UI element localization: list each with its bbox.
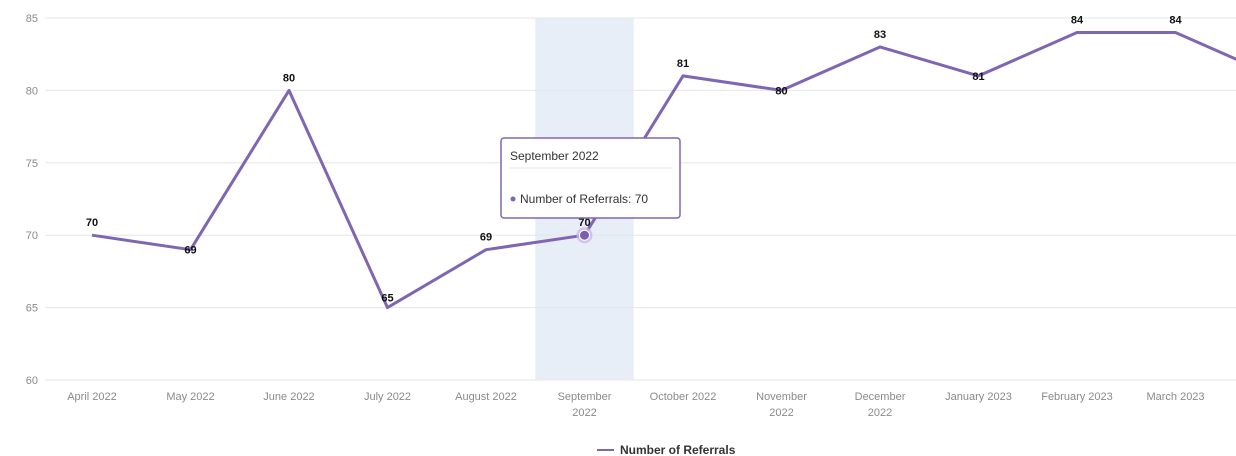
data-label-3: 80 — [283, 72, 295, 84]
tooltip-series-dot — [510, 196, 516, 202]
y-tick-label-75: 75 — [26, 158, 38, 170]
data-label-2: 69 — [184, 245, 196, 257]
y-tick-label-85: 85 — [26, 13, 38, 25]
data-label-7: 81 — [677, 58, 689, 70]
y-axis-ticks: 60 65 70 75 80 85 — [26, 13, 38, 387]
data-label-10: 81 — [972, 71, 984, 83]
y-tick-label-70: 70 — [26, 230, 38, 242]
x-axis-ticks: April 2022 May 2022 June 2022 July 2022 Augu… — [67, 391, 1204, 419]
data-label-9: 83 — [874, 29, 886, 41]
tooltip-box — [500, 137, 681, 219]
y-tick-label-60: 60 — [26, 375, 38, 387]
data-label-8: 80 — [775, 85, 787, 97]
marker-dot — [579, 229, 590, 241]
data-label-6: 70 — [578, 217, 590, 229]
x-tick-label-7: October 2022 — [650, 391, 717, 403]
legend-label: Number of Referrals — [620, 443, 736, 456]
data-label-11: 84 — [1071, 14, 1084, 26]
data-label-1: 70 — [86, 217, 98, 229]
x-tick-label-11: February 2023 — [1041, 391, 1113, 403]
data-label-4: 65 — [381, 293, 393, 305]
legend[interactable]: Number of Referrals — [597, 443, 736, 456]
x-tick-label-4: July 2022 — [364, 391, 411, 403]
tooltip-value: Number of Referrals: 70 — [520, 192, 648, 206]
tooltip-title: September 2022 — [510, 149, 599, 163]
series-line-number-of-referrals — [91, 30, 1236, 310]
data-label-5: 69 — [480, 232, 492, 244]
x-tick-label-2: May 2022 — [166, 391, 214, 403]
x-tick-label-1: April 2022 — [67, 391, 117, 403]
x-tick-label-3: June 2022 — [263, 391, 314, 403]
tooltip: September 2022 Number of Referrals: 70 — [500, 137, 681, 219]
x-tick-label-9: December 2022 — [855, 391, 906, 419]
highlighted-point-marker[interactable] — [576, 227, 593, 244]
x-tick-label-10: January 2023 — [945, 391, 1012, 403]
x-tick-label-12: March 2023 — [1146, 391, 1204, 403]
y-tick-label-80: 80 — [26, 85, 38, 97]
y-tick-label-65: 65 — [26, 303, 38, 315]
x-tick-label-8: November 2022 — [756, 391, 807, 419]
data-label-12: 84 — [1169, 14, 1182, 26]
x-tick-label-6: September 2022 — [558, 391, 612, 419]
data-labels: 70 69 80 65 69 70 81 80 83 81 84 84 — [86, 14, 1183, 304]
x-tick-label-5: August 2022 — [455, 391, 517, 403]
